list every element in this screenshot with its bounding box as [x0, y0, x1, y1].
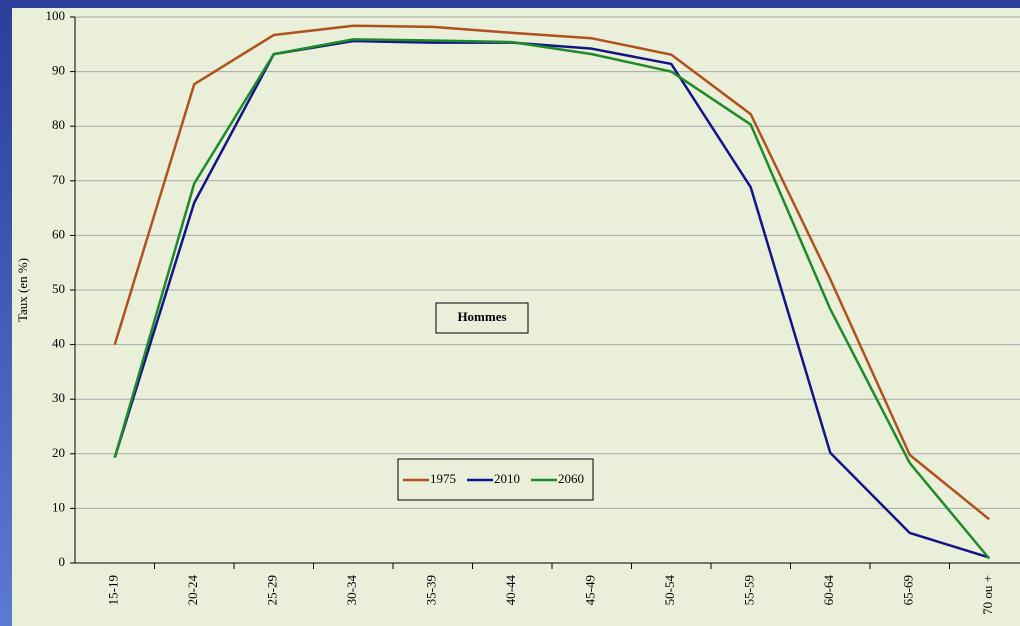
x-tick-label: 25-29	[265, 575, 280, 605]
legend-label: 1975	[430, 471, 456, 486]
x-tick-label: 15-19	[106, 575, 121, 605]
legend-box	[397, 458, 594, 501]
y-tick-label: 70	[52, 172, 65, 187]
x-tick-label: 35-39	[424, 575, 439, 605]
y-tick-label: 50	[52, 281, 65, 296]
x-tick-label: 20-24	[185, 575, 200, 606]
y-tick-label: 80	[52, 117, 65, 132]
series-line	[113, 24, 991, 521]
y-axis-label: Taux (en %)	[15, 258, 30, 322]
x-tick-label: 45-49	[583, 575, 598, 605]
y-tick-label: 40	[52, 336, 65, 351]
y-tick-label: 10	[52, 499, 65, 514]
y-tick-label: 30	[52, 390, 65, 405]
y-tick-label: 60	[52, 226, 65, 241]
x-tick-label: 65-69	[901, 575, 916, 605]
annotation-box	[435, 302, 529, 334]
x-tick-label: 50-54	[662, 575, 677, 606]
annotation: Hommes	[457, 309, 506, 324]
x-tick-label: 70 ou +	[980, 575, 995, 615]
y-tick-label: 0	[59, 554, 66, 569]
y-tick-label: 100	[46, 8, 66, 23]
y-tick-label: 90	[52, 63, 65, 78]
y-tick-label: 20	[52, 445, 65, 460]
legend-label: 2060	[558, 471, 584, 486]
series-line	[113, 39, 990, 559]
x-tick-label: 60-64	[821, 575, 836, 606]
legend-label: 2010	[494, 471, 520, 486]
x-tick-label: 40-44	[503, 575, 518, 606]
x-tick-label: 30-34	[344, 575, 359, 606]
series-line	[113, 38, 991, 560]
x-tick-label: 55-59	[742, 575, 757, 605]
